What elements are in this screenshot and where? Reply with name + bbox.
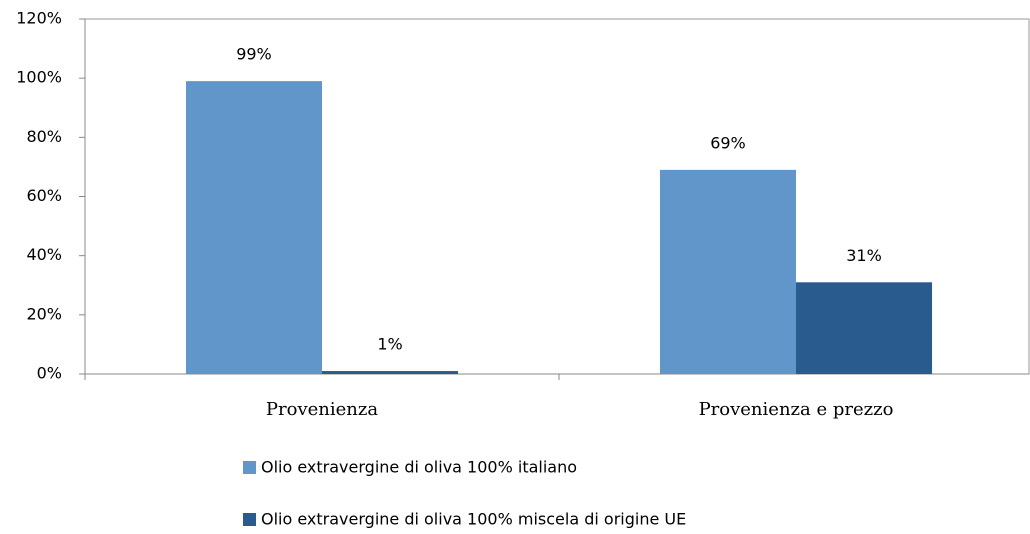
y-tick-label: 100%	[16, 68, 62, 87]
value-label: 1%	[377, 335, 402, 354]
y-tick-label: 0%	[37, 364, 62, 383]
legend-swatch	[243, 513, 256, 526]
legend-swatch	[243, 461, 256, 474]
legend-label: Olio extravergine di oliva 100% miscela …	[261, 510, 686, 529]
value-label: 31%	[846, 246, 882, 265]
bar	[659, 169, 796, 374]
legend-label: Olio extravergine di oliva 100% italiano	[261, 458, 577, 477]
y-tick-label: 40%	[26, 245, 62, 264]
bar	[322, 371, 459, 374]
value-label: 69%	[710, 133, 746, 152]
bar	[796, 282, 933, 374]
x-tick-label: Provenienza	[266, 399, 378, 420]
x-tick-label: Provenienza e prezzo	[699, 399, 894, 420]
y-tick-label: 60%	[26, 186, 62, 205]
y-tick-label: 80%	[26, 127, 62, 146]
y-tick-label: 20%	[26, 304, 62, 323]
y-tick-label: 120%	[16, 9, 62, 28]
bar	[185, 81, 322, 374]
value-label: 99%	[236, 45, 272, 64]
